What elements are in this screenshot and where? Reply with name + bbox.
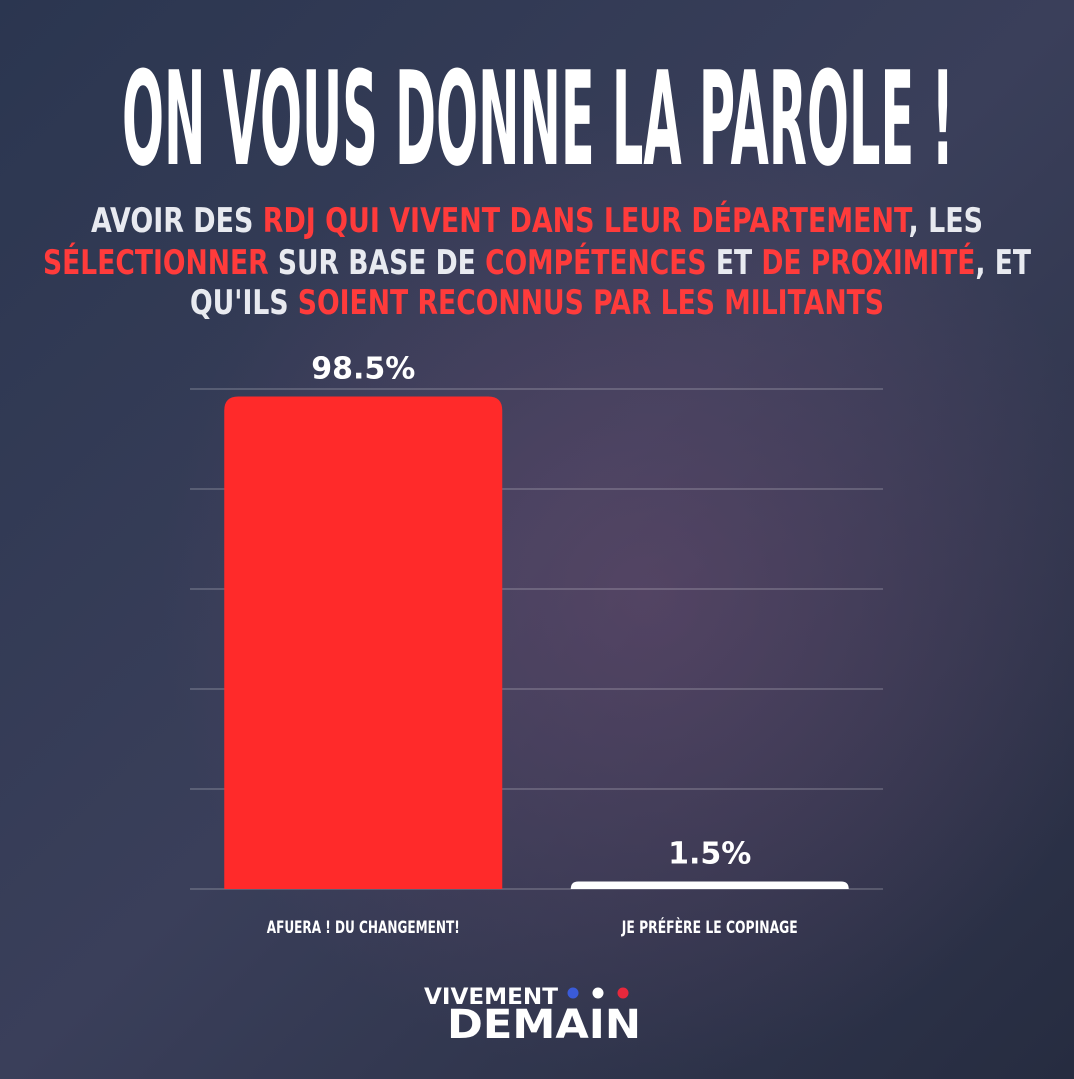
x-tick-label: JE PRÉFÈRE LE COPINAGE xyxy=(621,916,798,938)
logo-line2: DEMAIN xyxy=(447,1002,641,1048)
logo-dot xyxy=(617,987,629,999)
value-label: 1.5% xyxy=(668,837,751,872)
bar xyxy=(570,881,849,889)
value-label: 98.5% xyxy=(311,352,415,387)
bar xyxy=(224,396,503,889)
logo: VIVEMENT DEMAIN xyxy=(424,985,641,1048)
subtitle-segment: COMPÉTENCES xyxy=(485,242,706,283)
subtitle-segment: SUR BASE DE xyxy=(269,243,486,283)
subtitle-line: AVOIR DES RDJ QUI VIVENT DANS LEUR DÉPAR… xyxy=(91,200,983,241)
subtitle-segment: AVOIR DES xyxy=(91,201,263,241)
subtitle-line: SÉLECTIONNER SUR BASE DE COMPÉTENCES ET … xyxy=(43,242,1032,283)
logo-dot xyxy=(592,987,604,999)
subtitle-segment: , LES xyxy=(909,201,983,241)
subtitle-segment: DE PROXIMITÉ xyxy=(761,242,975,283)
subtitle-line: QU'ILS SOIENT RECONNUS PAR LES MILITANTS xyxy=(190,283,884,323)
subtitle: AVOIR DES RDJ QUI VIVENT DANS LEUR DÉPAR… xyxy=(43,200,1032,323)
subtitle-segment: SÉLECTIONNER xyxy=(43,242,269,283)
chart-title: ON VOUS DONNE LA PAROLE ! xyxy=(122,43,954,195)
subtitle-segment: , ET xyxy=(975,243,1031,283)
logo-line1: VIVEMENT xyxy=(424,985,558,1010)
subtitle-segment: QU'ILS xyxy=(190,283,298,323)
plot-area: AFUERA ! DU CHANGEMENT! 98.5% JE PRÉFÈRE L… xyxy=(190,352,883,938)
subtitle-segment: SOIENT RECONNUS PAR LES MILITANTS xyxy=(298,283,884,323)
subtitle-segment: RDJ QUI VIVENT DANS LEUR DÉPARTEMENT xyxy=(263,200,913,241)
x-tick-label: AFUERA ! DU CHANGEMENT! xyxy=(267,918,460,938)
logo-dot xyxy=(567,987,579,999)
subtitle-segment: ET xyxy=(707,243,762,283)
